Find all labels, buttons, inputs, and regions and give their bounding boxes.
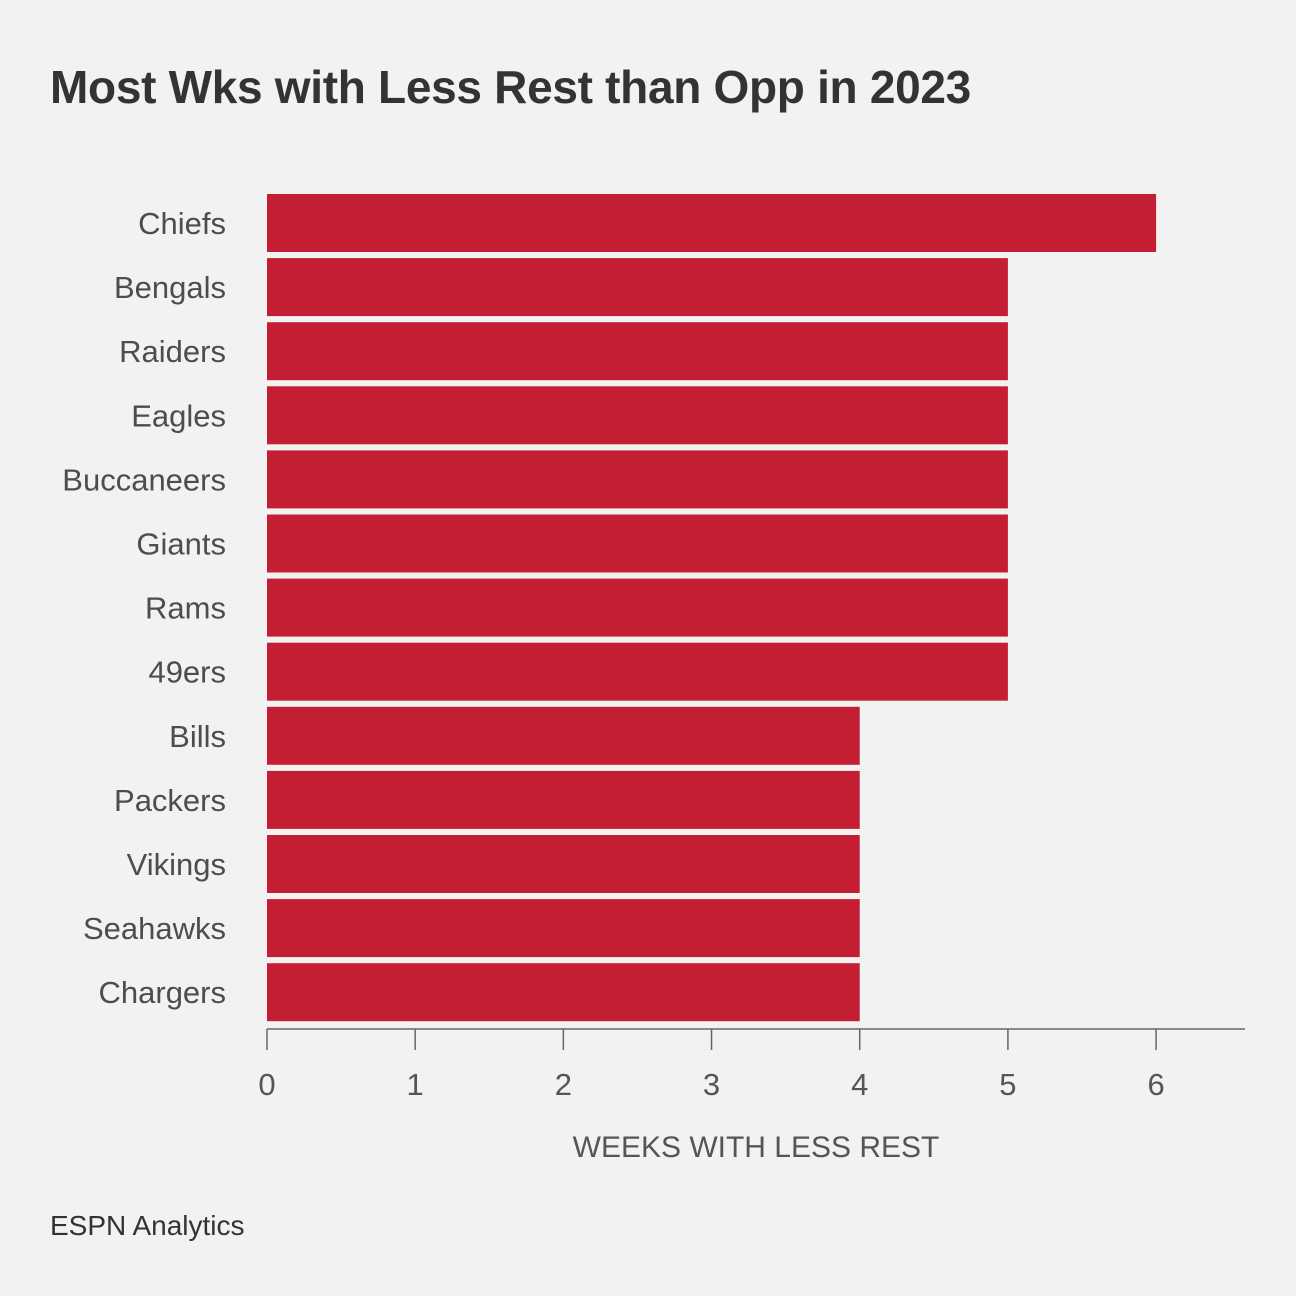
x-axis-title: WEEKS WITH LESS REST	[573, 1131, 940, 1164]
source-note: ESPN Analytics	[50, 1210, 245, 1241]
category-label-rams: Rams	[145, 591, 226, 626]
category-label-giants: Giants	[136, 527, 226, 562]
bar-chiefs	[267, 194, 1157, 252]
x-tick-label: 3	[703, 1067, 720, 1102]
x-tick-label: 0	[258, 1067, 275, 1102]
bar-bengals	[267, 258, 1008, 317]
category-label-raiders: Raiders	[119, 334, 226, 369]
bar-chargers	[267, 963, 860, 1022]
chart-title: Most Wks with Less Rest than Opp in 2023	[50, 61, 971, 113]
category-label-buccaneers: Buccaneers	[62, 462, 226, 497]
bar-giants	[267, 514, 1008, 573]
bar-vikings	[267, 835, 860, 893]
bar-rams	[267, 578, 1008, 637]
bar-packers	[267, 770, 860, 829]
category-label-packers: Packers	[114, 783, 226, 818]
bars-group	[267, 194, 1157, 1022]
category-label-eagles: Eagles	[131, 398, 226, 433]
category-labels-group: Chiefs Bengals Raiders Eagles Buccaneers Gian…	[62, 206, 226, 1010]
x-tick-label: 1	[407, 1067, 424, 1102]
category-label-bills: Bills	[169, 719, 226, 754]
bar-raiders	[267, 322, 1008, 381]
category-label-seahawks: Seahawks	[83, 911, 226, 946]
x-tick-label: 2	[555, 1067, 572, 1102]
bar-bills	[267, 706, 860, 765]
category-label-chiefs: Chiefs	[138, 206, 226, 241]
x-axis: 0 1 2 3 4 5 6	[258, 1028, 1245, 1102]
category-label-vikings: Vikings	[127, 847, 226, 882]
bar-seahawks	[267, 899, 860, 958]
category-label-49ers: 49ers	[148, 655, 226, 690]
category-label-chargers: Chargers	[99, 975, 227, 1010]
category-label-bengals: Bengals	[114, 270, 226, 305]
bar-buccaneers	[267, 450, 1008, 509]
bar-49ers	[267, 642, 1008, 701]
x-tick-label: 6	[1147, 1067, 1164, 1102]
x-tick-label: 4	[851, 1067, 868, 1102]
x-tick-label: 5	[999, 1067, 1016, 1102]
bar-eagles	[267, 386, 1008, 445]
